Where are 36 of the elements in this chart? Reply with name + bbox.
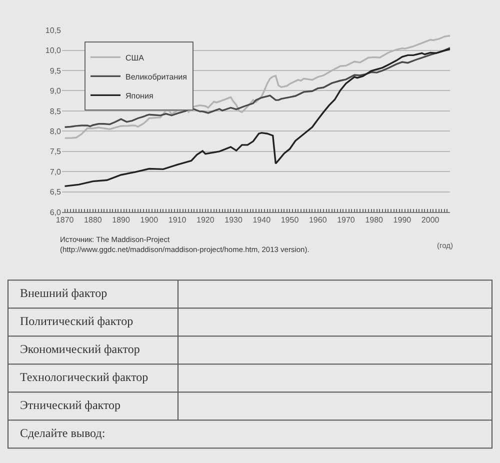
x-tick-label: 1940 xyxy=(252,216,272,225)
legend-label: Япония xyxy=(126,91,154,100)
x-tick-label: 2000 xyxy=(421,216,440,225)
y-tick-label: 7,0 xyxy=(50,167,62,176)
y-tick-label: 10,5 xyxy=(45,26,62,35)
y-tick-label: 9,0 xyxy=(50,86,62,96)
x-tick-label: 1950 xyxy=(280,216,300,225)
y-tick-label: 6,5 xyxy=(50,188,62,197)
y-tick-label: 8,0 xyxy=(50,126,62,136)
x-tick-label: 1910 xyxy=(168,216,187,225)
text: Внешний фактор xyxy=(20,286,108,300)
text: Экономический фактор xyxy=(20,342,140,356)
y-tick-label: 6,0 xyxy=(50,208,62,217)
x-tick-label: 1930 xyxy=(224,216,243,225)
line-series xyxy=(64,48,450,188)
legend-label: США xyxy=(126,53,145,62)
text: Политический фактор xyxy=(20,314,134,328)
x-tick-label: 1870 xyxy=(56,216,74,225)
x-tick-label: 1880 xyxy=(84,216,102,225)
x-tick-label: 1970 xyxy=(337,216,356,225)
legend-label: Великобритания xyxy=(126,72,187,82)
x-tick-label: 1900 xyxy=(140,216,159,225)
line-series xyxy=(64,47,450,128)
text: Этнический фактор xyxy=(20,398,121,412)
x-tick-label: 1920 xyxy=(196,216,215,225)
y-tick-label: 8,5 xyxy=(50,106,62,116)
y-tick-label: 7,5 xyxy=(50,147,62,156)
x-tick-label: 1980 xyxy=(365,216,384,225)
y-tick-label: 9,5 xyxy=(50,66,62,76)
x-tick-label: 1890 xyxy=(112,216,130,225)
line-series xyxy=(64,34,450,139)
x-tick-label: 1990 xyxy=(393,216,412,225)
y-tick-label: 10,0 xyxy=(45,46,62,56)
text: Технологический фактор xyxy=(20,370,148,384)
x-tick-label: 1960 xyxy=(308,216,328,225)
text: Сделайте вывод: xyxy=(20,426,106,440)
